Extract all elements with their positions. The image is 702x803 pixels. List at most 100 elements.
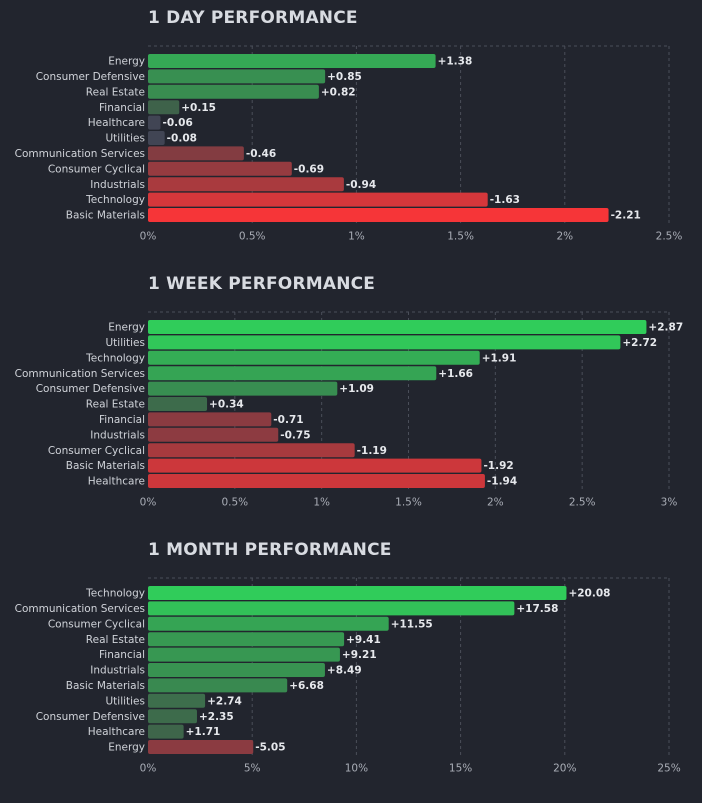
- value-label: +2.72: [622, 337, 657, 349]
- category-label: Utilities: [105, 133, 145, 145]
- value-label: +8.49: [327, 665, 362, 677]
- x-tick-label: 1.5%: [447, 230, 474, 242]
- category-label: Industrials: [90, 179, 145, 191]
- bar: [148, 693, 206, 708]
- x-tick-label: 0.5%: [221, 496, 248, 508]
- category-label: Consumer Cyclical: [48, 618, 145, 630]
- value-label: -5.05: [255, 742, 285, 754]
- category-label: Communication Services: [15, 148, 145, 160]
- category-label: Financial: [99, 102, 145, 114]
- value-label: +20.08: [568, 588, 610, 600]
- value-label: -2.21: [611, 210, 641, 222]
- category-label: Financial: [99, 649, 145, 661]
- category-label: Real Estate: [86, 86, 145, 98]
- category-label: Consumer Defensive: [36, 711, 145, 723]
- bar: [148, 381, 338, 396]
- bar: [148, 443, 355, 458]
- bar: [148, 146, 244, 161]
- category-label: Communication Services: [15, 603, 145, 615]
- bar: [148, 115, 161, 130]
- bar: [148, 412, 272, 427]
- bar: [148, 161, 292, 176]
- value-label: -0.71: [273, 414, 303, 426]
- value-label: -0.46: [246, 148, 276, 160]
- x-tick-label: 0%: [140, 496, 157, 508]
- bar: [148, 131, 165, 145]
- category-label: Healthcare: [88, 117, 145, 129]
- category-label: Basic Materials: [66, 460, 145, 472]
- value-label: -0.08: [167, 133, 197, 145]
- x-tick-label: 10%: [345, 762, 368, 774]
- x-tick-label: 3%: [661, 496, 678, 508]
- category-label: Consumer Defensive: [36, 383, 145, 395]
- x-tick-label: 15%: [449, 762, 472, 774]
- value-label: +2.35: [199, 711, 234, 723]
- bar: [148, 427, 279, 442]
- bar: [148, 84, 319, 99]
- value-label: +1.91: [482, 352, 517, 364]
- category-label: Industrials: [90, 429, 145, 441]
- category-label: Consumer Cyclical: [48, 445, 145, 457]
- value-label: +0.85: [327, 71, 362, 83]
- value-label: +1.38: [438, 56, 473, 68]
- day-performance-chart: Energy +1.38 Consumer Defensive +0.85 Real E…: [15, 45, 683, 242]
- x-tick-label: 20%: [553, 762, 576, 774]
- value-label: +0.34: [209, 399, 244, 411]
- x-tick-label: 2%: [487, 496, 504, 508]
- value-label: +1.71: [186, 726, 221, 738]
- category-label: Healthcare: [88, 476, 145, 488]
- x-tick-label: 1.5%: [395, 496, 422, 508]
- x-tick-label: 0.5%: [239, 230, 266, 242]
- value-label: -0.69: [294, 163, 324, 175]
- x-tick-label: 5%: [244, 762, 261, 774]
- value-label: +0.15: [181, 102, 216, 114]
- value-label: -1.19: [357, 445, 387, 457]
- x-tick-label: 1%: [348, 230, 365, 242]
- value-label: +6.68: [289, 680, 324, 692]
- month-performance-chart: Technology +20.08 Communication Services +1…: [15, 577, 681, 774]
- value-label: +2.87: [648, 322, 683, 334]
- bar: [148, 663, 325, 677]
- bar: [148, 616, 389, 631]
- category-label: Utilities: [105, 337, 145, 349]
- week-performance-chart: Energy +2.87 Utilities +2.72 Technology +1.91…: [15, 311, 683, 508]
- bar: [148, 54, 436, 68]
- bar: [148, 397, 208, 411]
- day-performance-title: 1 DAY PERFORMANCE: [148, 8, 358, 28]
- bar: [148, 192, 488, 207]
- category-label: Consumer Defensive: [36, 71, 145, 83]
- bar: [148, 100, 180, 115]
- x-tick-label: 0%: [140, 230, 157, 242]
- bar: [148, 647, 340, 662]
- value-label: +1.66: [438, 368, 473, 380]
- value-label: -1.94: [487, 476, 517, 488]
- category-label: Basic Materials: [66, 680, 145, 692]
- category-label: Healthcare: [88, 726, 145, 738]
- category-label: Basic Materials: [66, 210, 145, 222]
- category-label: Real Estate: [86, 634, 145, 646]
- bar: [148, 320, 647, 334]
- value-label: +9.21: [342, 649, 377, 661]
- category-label: Financial: [99, 414, 145, 426]
- value-label: -0.75: [280, 429, 310, 441]
- category-label: Real Estate: [86, 399, 145, 411]
- value-label: +17.58: [516, 603, 558, 615]
- bar: [148, 69, 326, 84]
- value-label: -0.06: [163, 117, 193, 129]
- week-performance-title: 1 WEEK PERFORMANCE: [148, 274, 376, 294]
- bar: [148, 632, 345, 647]
- x-tick-label: 2%: [556, 230, 573, 242]
- category-label: Energy: [108, 56, 145, 68]
- bar: [148, 335, 621, 350]
- value-label: +2.74: [207, 695, 242, 707]
- bar: [148, 350, 480, 365]
- x-tick-label: 0%: [140, 762, 157, 774]
- value-label: +1.09: [339, 383, 374, 395]
- bar: [148, 740, 254, 754]
- bar: [148, 586, 567, 600]
- category-label: Utilities: [105, 695, 145, 707]
- month-performance-title: 1 MONTH PERFORMANCE: [148, 540, 392, 560]
- x-tick-label: 2.5%: [656, 230, 683, 242]
- bar: [148, 601, 515, 616]
- value-label: +11.55: [391, 618, 433, 630]
